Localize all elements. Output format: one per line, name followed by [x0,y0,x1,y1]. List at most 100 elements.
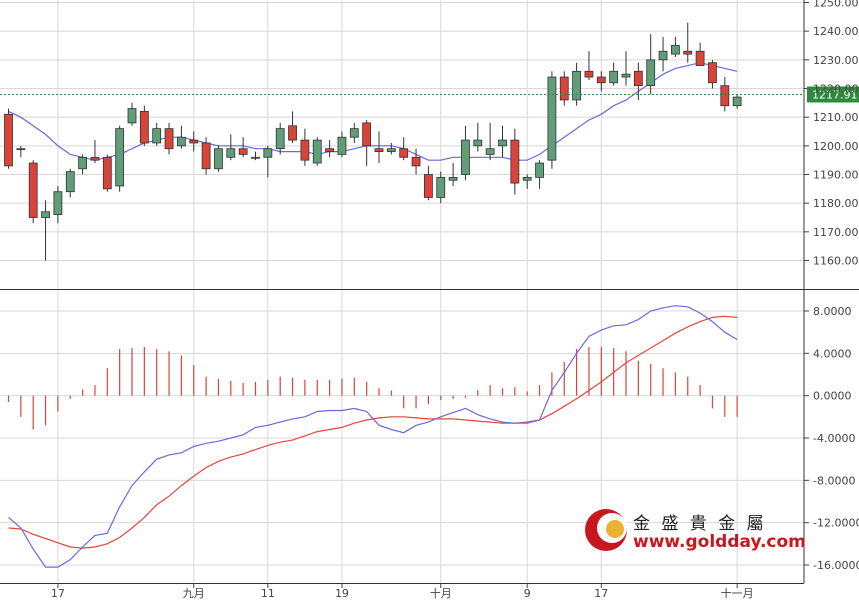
candle [115,125,125,192]
candle [732,94,742,109]
candle-body [633,70,643,87]
candle [65,168,75,198]
grid [0,0,804,583]
candle-body [621,73,631,78]
x-tick-label: 19 [335,587,349,600]
goldday-logo: 金 盛 貴 金 屬 www.goldday.com [585,509,806,552]
candle [90,140,100,164]
candle-body [127,108,137,124]
x-tick-label: 十月 [430,586,452,600]
candle-body [275,128,285,150]
macd-y-tick-label: -12.0000 [813,517,859,530]
candle-body [201,142,211,170]
candle [325,140,335,158]
candle [263,145,273,178]
macd-y-tick-label: -8.0000 [813,474,855,487]
candle-body [461,139,470,175]
candle-body [498,139,507,147]
x-tick-label: 17 [594,587,608,600]
candle-body [189,139,199,144]
candle-body [535,162,544,178]
x-tick-label: 十一月 [721,586,754,600]
moving-average-line [8,62,738,161]
candle-body [115,128,125,187]
candle [4,108,13,169]
candle-body [473,139,483,147]
candle-body [510,139,520,184]
candle [28,160,38,224]
macd-y-tick-label: 8.0000 [813,305,852,318]
candle [238,137,248,158]
price-y-tick-label: 1220.00 [813,83,859,96]
candle-body [485,148,495,155]
candle [127,102,137,126]
candle [596,71,606,92]
candle-body [732,96,742,107]
candle [609,62,619,86]
candle-body [695,50,705,66]
frame [0,0,859,588]
candle-body [238,148,248,155]
candle [201,137,211,175]
candle [646,34,656,95]
candle [658,36,668,72]
candle-body [152,128,162,144]
candle [164,122,174,155]
candle [695,42,705,66]
price-y-tick-label: 1160.00 [813,255,859,268]
axis-labels: 1160.00 1170.00 1180.00 1190.00 1200.00 1210.… [51,0,859,600]
candle [411,148,421,175]
candle-body [584,70,594,78]
x-tick-label: 11 [261,587,275,600]
candle-body [559,76,569,101]
x-tick-label: 九月 [183,587,205,600]
price-y-tick-label: 1200.00 [813,140,859,153]
price-y-tick-label: 1240.00 [813,25,859,38]
candle [510,128,520,195]
x-tick-label: 9 [524,587,531,600]
candle-body [176,136,186,147]
candle [288,111,297,143]
candle-body [547,76,557,161]
candle-body [658,50,668,61]
price-y-tick-label: 1170.00 [813,226,859,239]
candle-body [337,136,347,155]
macd-y-tick-label: 0.0000 [813,390,852,403]
candle-body [572,70,581,101]
candle-body [386,148,396,152]
current-price-layer: 1217.91 [0,86,859,103]
candle-body [251,156,260,159]
candle [633,62,643,100]
candle-body [90,156,100,161]
price-y-tick-label: 1210.00 [813,111,859,124]
candle [683,22,693,63]
candle-body [720,85,730,107]
candle [386,142,396,155]
candle [214,145,223,172]
logo-company-name: 金 盛 貴 金 屬 [633,514,767,534]
candle [78,154,87,175]
candle-body [41,211,50,218]
candle [226,134,236,161]
candle-body [102,156,112,190]
candle-body [522,176,532,181]
macd-dea-line [8,315,738,549]
candle [16,145,26,158]
macd-y-tick-label: -16.0000 [813,559,859,572]
candle-body [423,174,433,198]
candle [461,125,470,181]
candle [300,128,310,166]
current-price-badge [807,86,859,103]
candle [312,137,322,166]
candle [362,120,372,166]
candle-body [164,128,174,150]
candle [176,125,186,149]
candle-body [139,111,149,144]
candle-body [214,148,223,170]
candle [535,160,544,189]
candle [708,59,717,89]
candle [572,62,581,106]
macd-layer [7,305,738,568]
candle [436,171,446,204]
